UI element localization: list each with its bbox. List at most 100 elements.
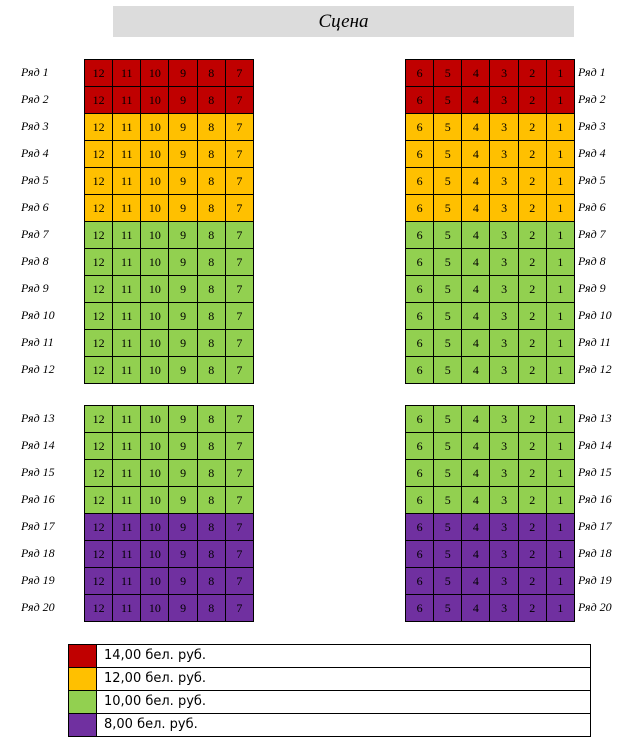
seat[interactable]: 3: [490, 141, 518, 167]
seat[interactable]: 9: [169, 595, 197, 621]
seat[interactable]: 10: [141, 276, 169, 302]
seat[interactable]: 6: [406, 433, 434, 459]
seat[interactable]: 6: [406, 168, 434, 194]
seat[interactable]: 8: [197, 433, 225, 459]
seat[interactable]: 11: [113, 568, 141, 594]
seat[interactable]: 4: [462, 357, 490, 383]
seat[interactable]: 3: [490, 568, 518, 594]
seat[interactable]: 12: [85, 114, 113, 140]
seat[interactable]: 9: [169, 276, 197, 302]
seat[interactable]: 12: [85, 60, 113, 86]
seat[interactable]: 7: [225, 487, 253, 513]
seat[interactable]: 1: [546, 568, 574, 594]
seat[interactable]: 6: [406, 249, 434, 275]
seat[interactable]: 8: [197, 595, 225, 621]
seat[interactable]: 3: [490, 195, 518, 221]
seat[interactable]: 12: [85, 406, 113, 432]
seat[interactable]: 6: [406, 568, 434, 594]
seat[interactable]: 9: [169, 487, 197, 513]
seat[interactable]: 9: [169, 249, 197, 275]
seat[interactable]: 12: [85, 541, 113, 567]
seat[interactable]: 1: [546, 249, 574, 275]
seat[interactable]: 10: [141, 195, 169, 221]
seat[interactable]: 2: [518, 514, 546, 540]
seat[interactable]: 5: [434, 541, 462, 567]
seat[interactable]: 7: [225, 195, 253, 221]
seat[interactable]: 11: [113, 195, 141, 221]
seat[interactable]: 7: [225, 595, 253, 621]
seat[interactable]: 8: [197, 222, 225, 248]
seat[interactable]: 9: [169, 303, 197, 329]
seat[interactable]: 4: [462, 487, 490, 513]
seat[interactable]: 4: [462, 330, 490, 356]
seat[interactable]: 9: [169, 60, 197, 86]
seat[interactable]: 7: [225, 541, 253, 567]
seat[interactable]: 8: [197, 168, 225, 194]
seat[interactable]: 5: [434, 168, 462, 194]
seat[interactable]: 3: [490, 303, 518, 329]
seat[interactable]: 10: [141, 114, 169, 140]
seat[interactable]: 3: [490, 330, 518, 356]
seat[interactable]: 5: [434, 406, 462, 432]
seat[interactable]: 7: [225, 141, 253, 167]
seat[interactable]: 12: [85, 141, 113, 167]
seat[interactable]: 12: [85, 514, 113, 540]
seat[interactable]: 3: [490, 541, 518, 567]
seat[interactable]: 7: [225, 433, 253, 459]
seat[interactable]: 2: [518, 406, 546, 432]
seat[interactable]: 12: [85, 249, 113, 275]
seat[interactable]: 7: [225, 568, 253, 594]
seat[interactable]: 8: [197, 114, 225, 140]
seat[interactable]: 7: [225, 114, 253, 140]
seat[interactable]: 11: [113, 114, 141, 140]
seat[interactable]: 5: [434, 303, 462, 329]
seat[interactable]: 9: [169, 433, 197, 459]
seat[interactable]: 4: [462, 568, 490, 594]
seat[interactable]: 11: [113, 87, 141, 113]
seat[interactable]: 4: [462, 541, 490, 567]
seat[interactable]: 11: [113, 460, 141, 486]
seat[interactable]: 5: [434, 330, 462, 356]
seat[interactable]: 5: [434, 433, 462, 459]
seat[interactable]: 3: [490, 406, 518, 432]
seat[interactable]: 11: [113, 357, 141, 383]
seat[interactable]: 1: [546, 541, 574, 567]
seat[interactable]: 9: [169, 87, 197, 113]
seat[interactable]: 10: [141, 460, 169, 486]
seat[interactable]: 11: [113, 249, 141, 275]
seat[interactable]: 11: [113, 141, 141, 167]
seat[interactable]: 6: [406, 303, 434, 329]
seat[interactable]: 1: [546, 60, 574, 86]
seat[interactable]: 8: [197, 87, 225, 113]
seat[interactable]: 3: [490, 514, 518, 540]
seat[interactable]: 5: [434, 222, 462, 248]
seat[interactable]: 10: [141, 357, 169, 383]
seat[interactable]: 2: [518, 357, 546, 383]
seat[interactable]: 12: [85, 357, 113, 383]
seat[interactable]: 1: [546, 487, 574, 513]
seat[interactable]: 1: [546, 141, 574, 167]
seat[interactable]: 11: [113, 406, 141, 432]
seat[interactable]: 5: [434, 141, 462, 167]
seat[interactable]: 11: [113, 330, 141, 356]
seat[interactable]: 11: [113, 222, 141, 248]
seat[interactable]: 4: [462, 222, 490, 248]
seat[interactable]: 4: [462, 595, 490, 621]
seat[interactable]: 5: [434, 568, 462, 594]
seat[interactable]: 6: [406, 487, 434, 513]
seat[interactable]: 9: [169, 406, 197, 432]
seat[interactable]: 2: [518, 330, 546, 356]
seat[interactable]: 7: [225, 87, 253, 113]
seat[interactable]: 12: [85, 276, 113, 302]
seat[interactable]: 4: [462, 87, 490, 113]
seat[interactable]: 7: [225, 303, 253, 329]
seat[interactable]: 1: [546, 222, 574, 248]
seat[interactable]: 3: [490, 595, 518, 621]
seat[interactable]: 11: [113, 433, 141, 459]
seat[interactable]: 7: [225, 330, 253, 356]
seat[interactable]: 6: [406, 114, 434, 140]
seat[interactable]: 6: [406, 222, 434, 248]
seat[interactable]: 11: [113, 60, 141, 86]
seat[interactable]: 10: [141, 433, 169, 459]
seat[interactable]: 2: [518, 87, 546, 113]
